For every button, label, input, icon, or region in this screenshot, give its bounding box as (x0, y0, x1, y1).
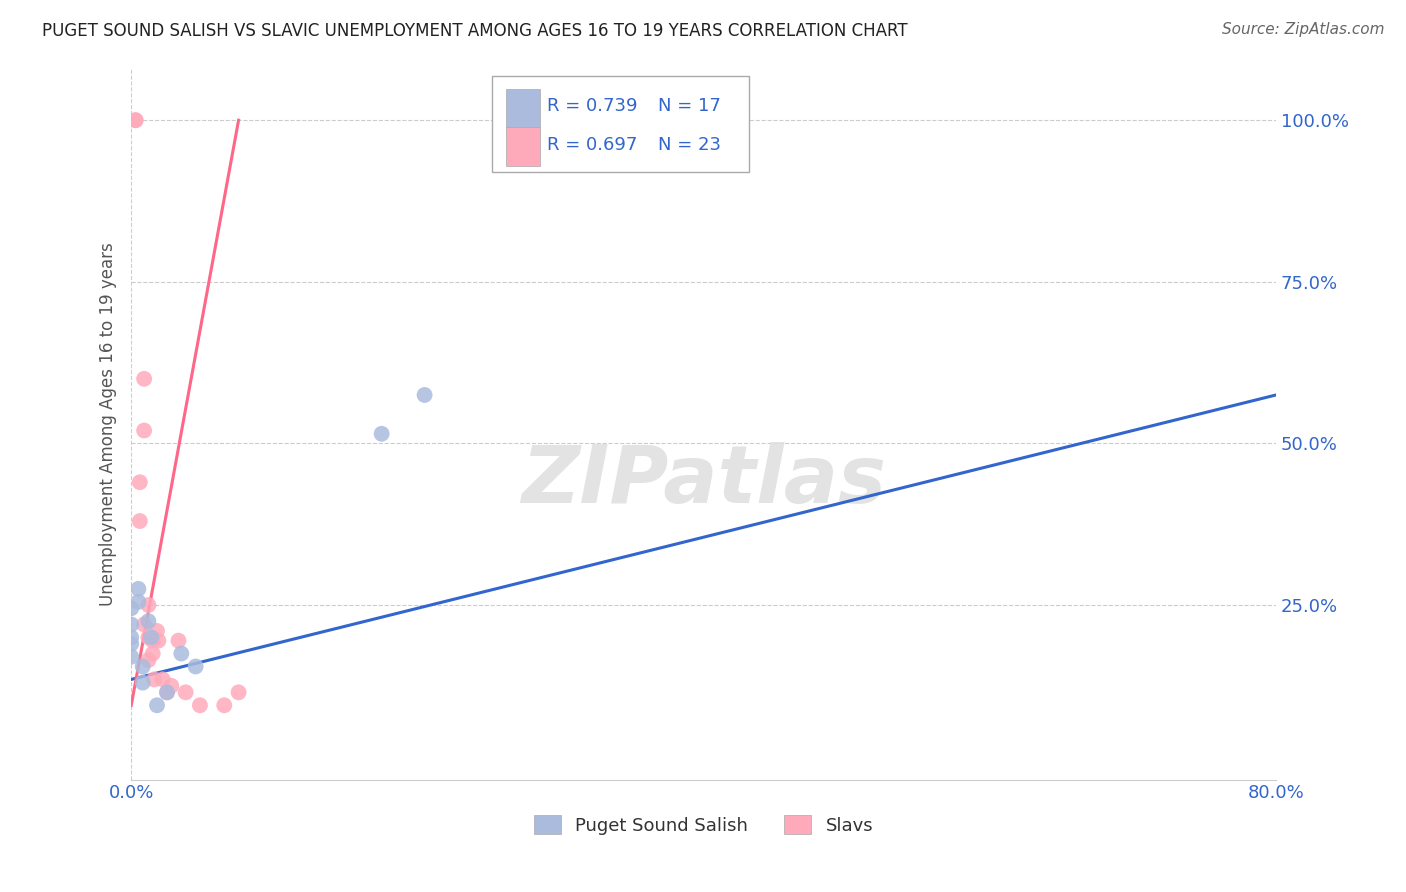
Point (120, 617, 142, 632)
Point (167, 633, 190, 648)
Text: ZIPatlas: ZIPatlas (522, 442, 886, 520)
Point (174, 685, 197, 699)
Point (127, 595, 149, 609)
FancyBboxPatch shape (506, 88, 540, 128)
Point (128, 475, 150, 490)
Point (134, 424, 156, 438)
Point (156, 685, 179, 699)
Point (120, 637, 142, 651)
Point (141, 631, 163, 645)
Text: PUGET SOUND SALISH VS SLAVIC UNEMPLOYMENT AMONG AGES 16 TO 19 YEARS CORRELATION : PUGET SOUND SALISH VS SLAVIC UNEMPLOYMEN… (42, 22, 908, 40)
Point (138, 598, 160, 612)
Point (146, 624, 169, 638)
FancyBboxPatch shape (506, 127, 540, 166)
FancyBboxPatch shape (492, 76, 749, 171)
Point (120, 631, 142, 645)
Point (156, 685, 179, 699)
Point (143, 673, 166, 687)
Point (188, 698, 211, 713)
Point (413, 388, 436, 402)
Point (148, 633, 170, 648)
Legend: Puget Sound Salish, Slavs: Puget Sound Salish, Slavs (534, 815, 873, 835)
Point (138, 631, 160, 645)
Y-axis label: Unemployment Among Ages 16 to 19 years: Unemployment Among Ages 16 to 19 years (100, 243, 117, 606)
Point (228, 685, 250, 699)
Point (124, 113, 146, 128)
Point (142, 633, 165, 648)
Point (142, 647, 165, 661)
Text: R = 0.697: R = 0.697 (547, 136, 637, 153)
Point (131, 675, 153, 690)
Point (124, 113, 146, 128)
Point (134, 372, 156, 386)
Point (146, 698, 169, 713)
Point (131, 659, 153, 673)
Text: N = 17: N = 17 (658, 97, 721, 115)
Point (170, 647, 193, 661)
Point (138, 653, 160, 667)
Point (127, 582, 149, 596)
Point (138, 614, 160, 628)
Point (160, 679, 183, 693)
Point (120, 649, 142, 664)
Point (120, 601, 142, 615)
Point (370, 426, 392, 441)
Text: N = 23: N = 23 (658, 136, 721, 153)
Point (128, 514, 150, 528)
Point (184, 659, 207, 673)
Text: R = 0.739: R = 0.739 (547, 97, 637, 115)
Point (152, 673, 174, 687)
Text: Source: ZipAtlas.com: Source: ZipAtlas.com (1222, 22, 1385, 37)
Point (134, 617, 156, 632)
Point (212, 698, 235, 713)
